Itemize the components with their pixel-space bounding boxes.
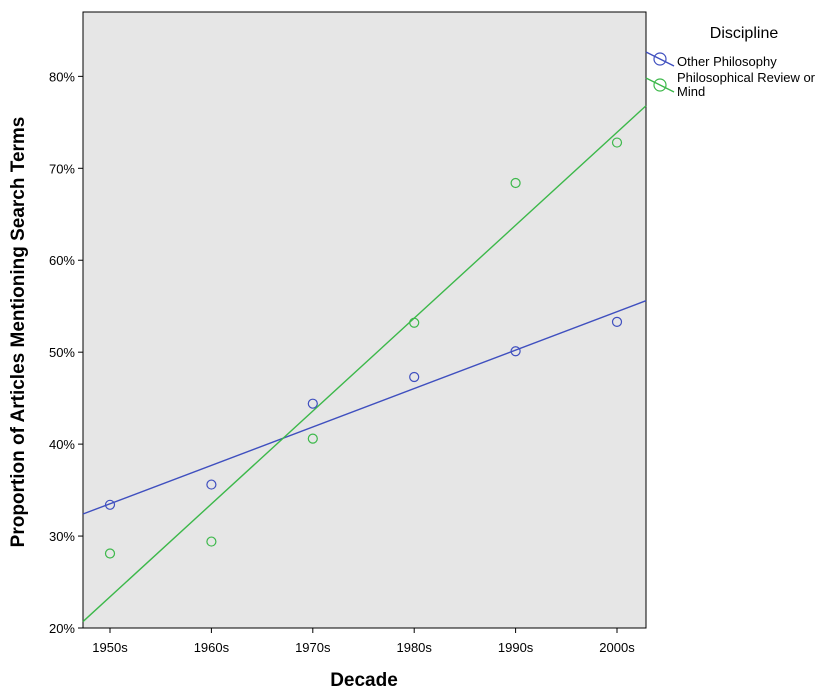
x-tick-label: 2000s — [599, 640, 635, 655]
x-axis-title: Decade — [330, 670, 398, 689]
legend-item-1: Philosophical Review or Mind — [645, 70, 816, 99]
data-point-series-0 — [307, 398, 318, 409]
x-axis: 1950s 1960s 1970s 1980s 1990s 2000s — [92, 628, 635, 655]
legend-marker-icon — [653, 78, 667, 92]
legend-label: Philosophical Review or Mind — [677, 70, 816, 99]
data-point-series-1 — [409, 317, 420, 328]
y-tick-label: 40% — [49, 437, 75, 452]
legend-label: Other Philosophy — [677, 54, 777, 69]
y-tick-label: 30% — [49, 529, 75, 544]
data-point-series-0 — [104, 499, 116, 510]
legend-line-icon — [645, 77, 675, 93]
data-points — [104, 137, 623, 559]
x-tick-label: 1970s — [295, 640, 331, 655]
plot-area — [82, 11, 647, 629]
fit-line-series-0 — [82, 300, 647, 515]
y-axis: 20% 30% 40% 50% 60% 70% 80% — [49, 69, 83, 636]
legend-line-icon — [645, 51, 675, 67]
x-tick-label: 1960s — [194, 640, 230, 655]
data-point-series-1 — [611, 137, 623, 148]
data-point-series-1 — [104, 548, 116, 559]
y-axis-title: Proportion of Articles Mentioning Search… — [8, 117, 29, 548]
fit-lines — [82, 105, 647, 623]
data-point-series-0 — [510, 346, 521, 357]
data-point-series-0 — [611, 316, 623, 327]
legend-item-0: Other Philosophy — [645, 51, 777, 69]
legend-marker-icon — [653, 52, 667, 66]
data-point-series-1 — [206, 536, 217, 547]
data-point-series-0 — [409, 371, 420, 383]
y-tick-label: 20% — [49, 621, 75, 636]
y-tick-label: 60% — [49, 253, 75, 268]
data-point-series-0 — [206, 479, 217, 490]
y-tick-label: 80% — [49, 69, 75, 84]
x-tick-label: 1980s — [396, 640, 432, 655]
data-point-series-1 — [307, 433, 318, 444]
y-tick-label: 50% — [49, 345, 75, 360]
legend-title: Discipline — [710, 25, 779, 42]
y-tick-label: 70% — [49, 161, 75, 176]
legend: Discipline Other PhilosophyPhilosophical… — [645, 25, 816, 99]
x-tick-label: 1950s — [92, 640, 128, 655]
data-point-series-1 — [510, 177, 521, 189]
x-tick-label: 1990s — [498, 640, 534, 655]
fit-line-series-1 — [82, 105, 647, 623]
